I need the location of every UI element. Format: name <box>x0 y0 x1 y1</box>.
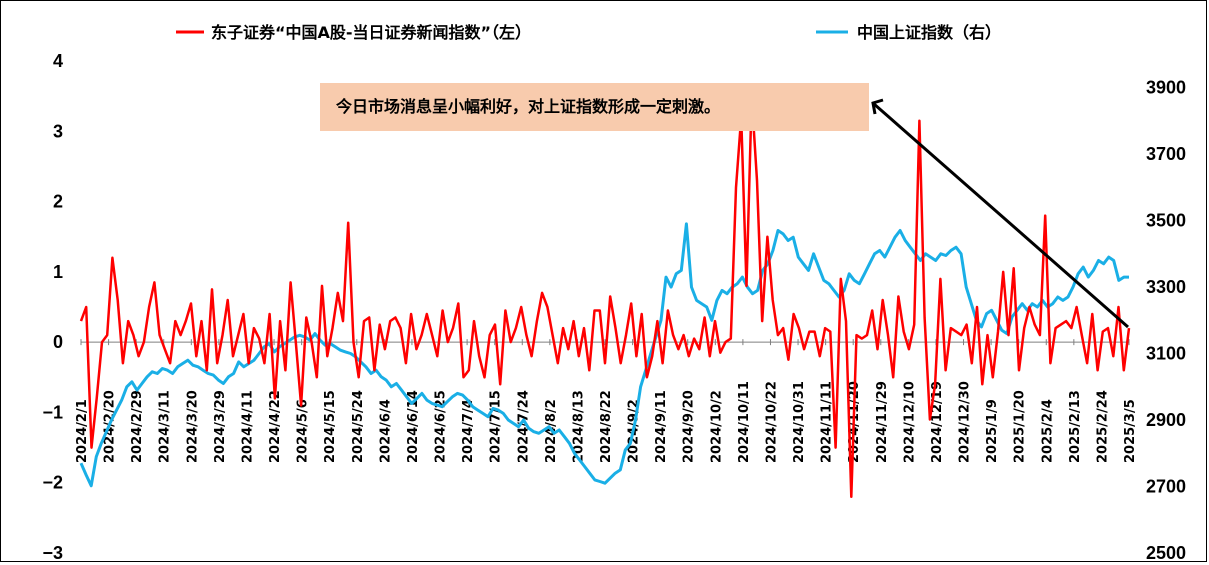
x-axis-tick-label: 2025/2/24 <box>1095 390 1110 463</box>
right-axis-tick-label: 3100 <box>1146 344 1186 364</box>
annotation-box <box>320 83 869 131</box>
left-axis-tick-label: −1 <box>42 402 63 422</box>
x-axis-tick-label: 2025/2/4 <box>1040 399 1055 463</box>
x-axis-tick-label: 2024/11/29 <box>875 381 890 463</box>
x-axis-tick-label: 2024/6/4 <box>378 399 393 463</box>
left-axis-tick-label: 0 <box>53 332 63 352</box>
x-axis-tick-label: 2024/3/20 <box>185 390 200 463</box>
x-axis-tick-label: 2024/11/11 <box>820 381 835 463</box>
x-axis-tick-label: 2024/12/19 <box>930 381 945 463</box>
shanghai-index-series-line <box>79 222 1129 488</box>
x-axis-tick-label: 2024/5/6 <box>296 399 311 463</box>
x-axis-tick-label: 2024/2/29 <box>130 390 145 463</box>
left-axis-tick-label: −2 <box>42 473 63 493</box>
x-axis-tick-label: 2024/6/25 <box>434 390 449 463</box>
right-axis-tick-label: 2900 <box>1146 410 1186 430</box>
x-axis-tick-label: 2025/1/9 <box>985 399 1000 463</box>
x-axis-tick-label: 2024/7/24 <box>516 390 531 463</box>
x-axis-tick-label: 2024/7/15 <box>489 390 504 463</box>
news-index-series-line <box>79 94 1131 499</box>
x-axis-tick-label: 2024/10/22 <box>764 381 779 463</box>
right-axis-tick-label: 2700 <box>1146 477 1186 497</box>
x-axis-tick-label: 2024/7/4 <box>461 399 476 463</box>
x-axis-tick-label: 2024/8/13 <box>571 390 586 463</box>
x-axis-tick-label: 2025/2/13 <box>1068 390 1083 463</box>
left-axis-tick-label: 1 <box>53 262 63 282</box>
right-axis-tick-label: 3300 <box>1146 277 1186 297</box>
legend-label-shanghai-index: 中国上证指数（右） <box>857 23 1001 42</box>
right-axis-tick-label: 3900 <box>1146 78 1186 98</box>
x-axis-tick-label: 2024/5/24 <box>351 390 366 463</box>
x-axis-tick-label: 2024/10/11 <box>737 381 752 463</box>
right-axis-tick-label: 3500 <box>1146 211 1186 231</box>
legend-label-news-index: 东子证券“中国A股-当日证券新闻指数”（左） <box>211 23 531 42</box>
left-axis-tick-label: −3 <box>42 543 63 563</box>
annotation-arrow-line <box>873 102 1129 329</box>
x-axis-tick-label: 2024/12/30 <box>958 381 973 463</box>
left-axis-tick-label: 4 <box>53 51 63 71</box>
annotation: 今日市场消息呈小幅利好，对上证指数形成一定刺激。 <box>320 83 1129 329</box>
x-axis-tick-label: 2024/9/11 <box>654 390 669 463</box>
x-axis-tick-label: 2025/3/5 <box>1123 399 1138 463</box>
left-axis-tick-label: 2 <box>53 192 63 212</box>
x-axis-tick-label: 2024/4/11 <box>240 390 255 463</box>
x-axis-tick-label: 2024/10/2 <box>709 390 724 463</box>
x-axis-tick-label: 2024/12/10 <box>902 381 917 463</box>
x-axis-tick-label: 2024/3/11 <box>158 390 173 463</box>
x-axis-tick-label: 2024/4/22 <box>268 390 283 463</box>
right-axis-tick-label: 3700 <box>1146 144 1186 164</box>
right-axis-tick-label: 2500 <box>1146 543 1186 563</box>
x-axis-tick-label: 2024/9/20 <box>682 390 697 463</box>
x-axis-tick-label: 2024/6/14 <box>406 390 421 463</box>
x-axis-tick-label: 2024/2/1 <box>75 399 90 463</box>
annotation-arrow-head <box>871 98 884 115</box>
x-axis-tick-label: 2025/1/20 <box>1013 390 1028 463</box>
left-axis-tick-label: 3 <box>53 121 63 141</box>
x-axis-tick-label: 2024/10/31 <box>792 381 807 463</box>
x-axis-tick-label: 2024/3/29 <box>213 390 228 463</box>
x-axis-tick-label: 2024/5/15 <box>323 390 338 463</box>
annotation-text: 今日市场消息呈小幅利好，对上证指数形成一定刺激。 <box>335 97 720 116</box>
legend: 东子证券“中国A股-当日证券新闻指数”（左） 中国上证指数（右） <box>176 23 1001 42</box>
x-axis-tick-label: 2024/8/22 <box>599 390 614 463</box>
